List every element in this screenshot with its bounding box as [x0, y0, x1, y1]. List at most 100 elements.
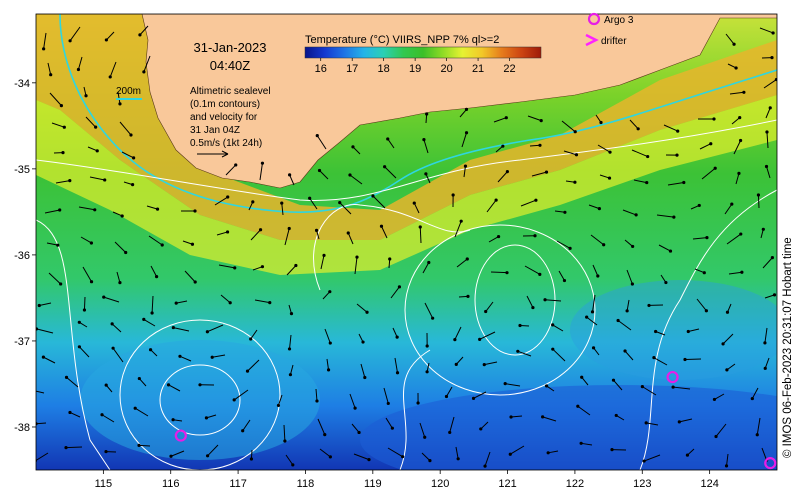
velocity-arrow	[561, 120, 577, 134]
velocity-arrow	[280, 201, 284, 216]
velocity-arrow	[497, 170, 510, 183]
velocity-arrow	[725, 33, 736, 46]
velocity-arrow	[198, 383, 215, 387]
cool-water-south	[360, 385, 777, 470]
velocity-arrow	[454, 219, 463, 238]
velocity-arrow	[48, 272, 63, 286]
velocity-arrow	[495, 144, 505, 153]
velocity-arrow	[214, 195, 230, 206]
velocity-arrow	[727, 63, 738, 70]
velocity-arrow	[76, 56, 83, 72]
velocity-arrow	[595, 114, 603, 125]
velocity-arrow	[484, 301, 494, 314]
velocity-arrow	[180, 209, 197, 213]
velocity-arrow	[166, 383, 181, 392]
velocity-arrow	[565, 180, 577, 184]
velocity-arrow	[416, 392, 420, 405]
legend-line-1: Altimetric sealevel	[190, 86, 271, 97]
velocity-arrow	[527, 115, 543, 123]
velocity-arrow	[308, 196, 318, 210]
velocity-arrow	[590, 294, 596, 314]
velocity-arrow	[392, 327, 399, 339]
plot-area	[36, 14, 777, 470]
velocity-arrow	[694, 268, 706, 275]
velocity-arrow	[728, 270, 744, 275]
velocity-arrow	[254, 299, 272, 305]
velocity-arrow	[55, 179, 72, 184]
velocity-arrow	[51, 122, 66, 129]
velocity-arrow	[690, 203, 701, 210]
velocity-arrow	[509, 415, 523, 419]
velocity-arrow	[36, 422, 47, 426]
velocity-arrow	[714, 423, 727, 439]
velocity-arrow	[425, 112, 429, 124]
velocity-arrow	[479, 421, 489, 431]
velocity-arrow	[68, 26, 81, 43]
velocity-arrow	[516, 349, 532, 357]
velocity-arrow	[418, 225, 422, 244]
velocity-arrow	[288, 364, 294, 377]
velocity-arrow	[524, 265, 542, 276]
velocity-arrow	[385, 417, 394, 430]
velocity-arrow	[319, 448, 332, 459]
velocity-arrow	[346, 231, 354, 245]
velocity-arrow	[631, 149, 650, 159]
lon-tick-label: 121	[498, 478, 516, 490]
velocity-arrow	[249, 329, 258, 341]
velocity-arrow	[348, 173, 363, 185]
velocity-arrow	[701, 166, 717, 180]
velocity-arrow	[422, 138, 429, 154]
velocity-arrow	[614, 413, 625, 421]
velocity-arrow	[232, 389, 249, 402]
velocity-arrow	[150, 295, 154, 315]
velocity-arrow	[89, 176, 107, 182]
velocity-arrows	[36, 25, 777, 468]
colorbar-tick-label: 18	[378, 63, 390, 75]
velocity-arrow	[760, 227, 765, 239]
velocity-arrow	[119, 121, 133, 137]
velocity-arrow	[544, 384, 555, 392]
velocity-arrow	[252, 265, 265, 271]
velocity-arrow	[338, 201, 352, 215]
plot-frame	[35, 13, 778, 471]
velocity-arrow	[133, 406, 149, 417]
lat-tick-label: -38	[14, 422, 30, 434]
velocity-arrow	[248, 200, 255, 211]
velocity-arrow	[100, 413, 115, 423]
velocity-arrow	[249, 449, 254, 461]
velocity-arrow	[592, 264, 600, 278]
velocity-arrow	[625, 299, 630, 313]
velocity-arrow	[82, 296, 87, 312]
velocity-arrow	[422, 260, 431, 274]
colorbar-tick-label: 20	[440, 63, 452, 75]
velocity-arrow	[558, 270, 567, 283]
lon-tick-label: 123	[633, 478, 651, 490]
velocity-arrow	[225, 163, 238, 176]
colorbar-tick-label: 21	[472, 63, 484, 75]
velocity-arrow	[184, 270, 197, 284]
argo-float-marker	[174, 429, 187, 442]
velocity-arrow	[390, 285, 402, 299]
velocity-arrow	[315, 388, 319, 403]
velocity-arrow	[654, 329, 666, 336]
velocity-arrow	[123, 181, 135, 187]
velocity-arrow	[755, 417, 761, 437]
velocity-arrow	[77, 345, 90, 358]
velocity-arrow	[488, 234, 501, 243]
velocity-arrow	[750, 387, 759, 401]
velocity-arrow	[624, 239, 635, 249]
velocity-arrow	[471, 391, 487, 400]
velocity-arrow	[546, 450, 559, 455]
velocity-arrow	[712, 393, 725, 402]
velocity-arrow	[493, 116, 508, 123]
velocity-arrow	[726, 232, 743, 245]
velocity-arrow	[354, 255, 359, 275]
velocity-arrow	[683, 357, 702, 362]
velocity-arrow	[349, 393, 357, 410]
velocity-arrow	[729, 90, 746, 95]
velocity-arrow	[725, 303, 732, 314]
velocity-arrow	[259, 161, 265, 181]
lon-tick-label: 119	[364, 478, 382, 490]
velocity-arrow	[658, 244, 673, 253]
velocity-arrow	[47, 62, 53, 77]
